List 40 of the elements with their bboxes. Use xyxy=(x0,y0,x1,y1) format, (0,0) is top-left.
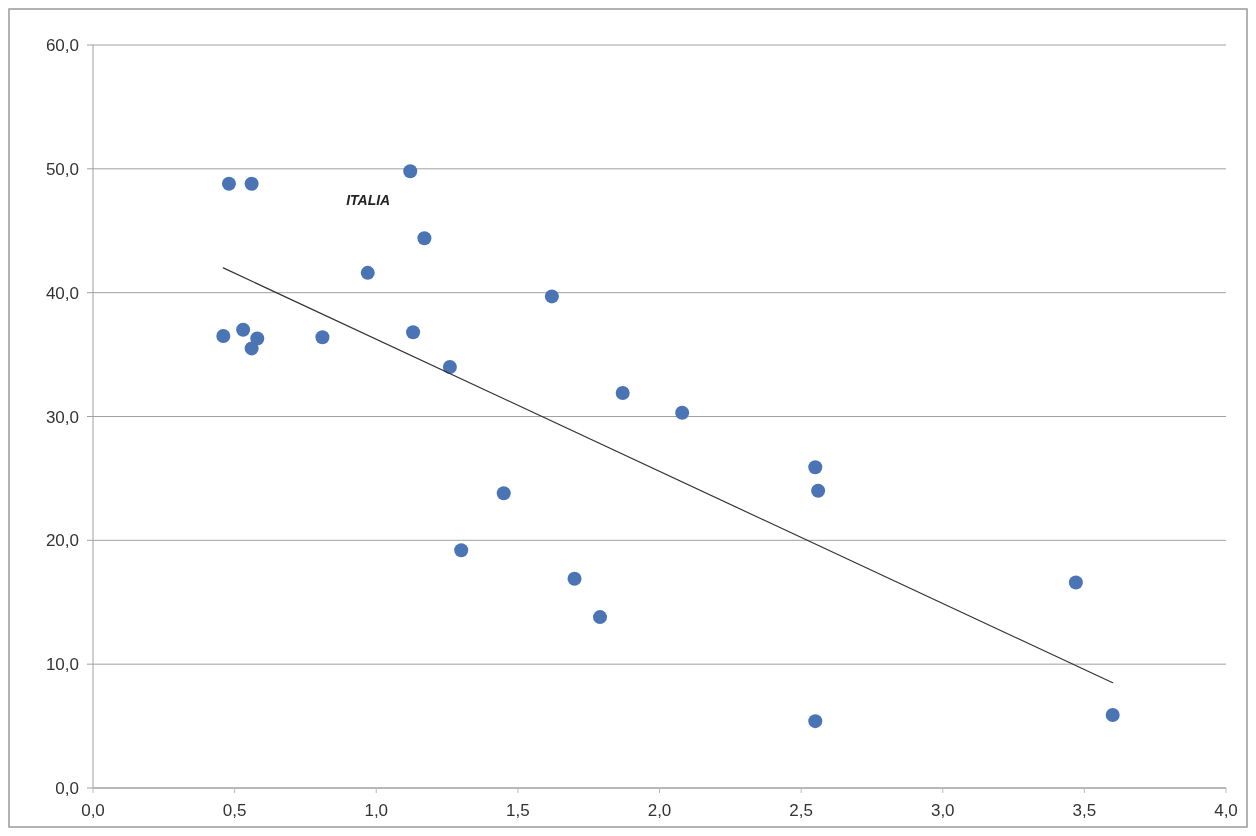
y-tick-label: 50,0 xyxy=(45,159,79,179)
x-tick-label: 0,0 xyxy=(81,801,105,820)
point xyxy=(216,329,231,344)
point xyxy=(496,486,511,501)
point xyxy=(811,483,826,498)
point xyxy=(615,385,630,400)
point xyxy=(675,405,690,420)
y-tick-label: 30,0 xyxy=(45,407,79,427)
point xyxy=(593,610,608,625)
point xyxy=(1068,575,1083,590)
point xyxy=(236,322,251,337)
point xyxy=(808,460,823,475)
x-tick-label: 3,5 xyxy=(1072,801,1097,820)
x-tick-label: 3,0 xyxy=(930,801,955,820)
point xyxy=(315,330,330,345)
point xyxy=(403,164,418,179)
y-tick-label: 40,0 xyxy=(45,283,79,303)
y-tick-label: 10,0 xyxy=(45,655,79,675)
y-tick-label: 0,0 xyxy=(55,779,79,798)
x-tick-label: 2,0 xyxy=(647,801,672,820)
y-tick-label: 20,0 xyxy=(45,531,79,551)
point xyxy=(544,289,559,304)
x-tick-label: 1,5 xyxy=(506,801,530,820)
point xyxy=(406,325,421,340)
x-tick-label: 2,5 xyxy=(789,801,813,820)
point xyxy=(360,265,375,280)
point xyxy=(567,571,582,586)
annotation: ITALIA xyxy=(346,192,391,209)
x-tick-label: 0,5 xyxy=(222,801,247,820)
point xyxy=(417,231,432,246)
point xyxy=(454,543,469,558)
point xyxy=(808,714,823,729)
y-tick-label: 60,0 xyxy=(45,36,79,55)
point xyxy=(244,176,259,191)
point xyxy=(442,359,457,374)
point xyxy=(1105,707,1120,722)
point xyxy=(221,176,236,191)
x-tick-label: 4,0 xyxy=(1214,801,1238,820)
point xyxy=(250,331,265,346)
x-tick-label: 1,0 xyxy=(364,801,389,820)
